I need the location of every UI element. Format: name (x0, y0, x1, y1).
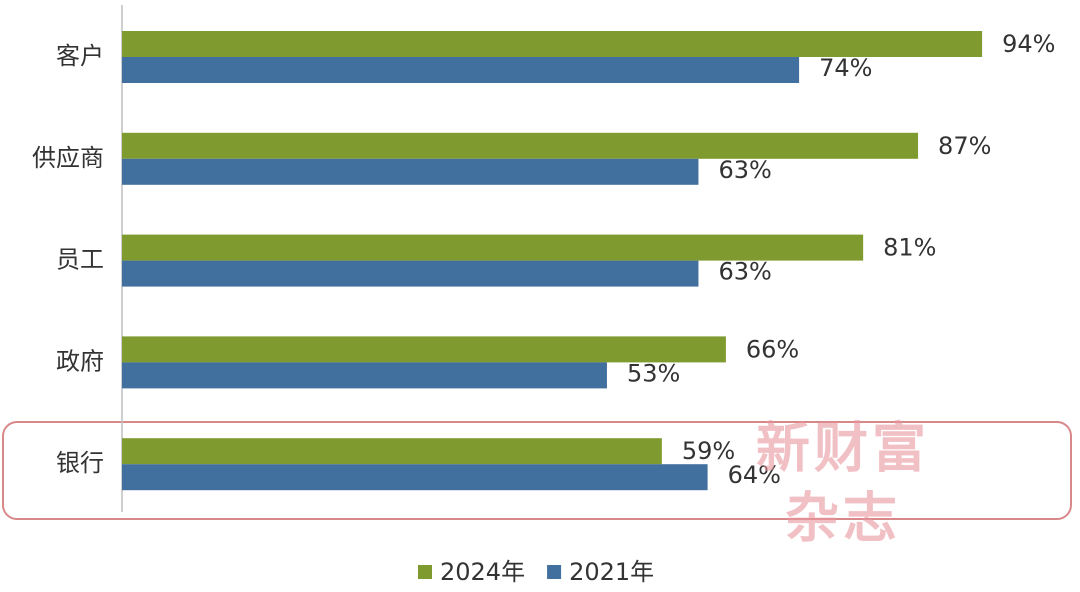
value-label: 64% (728, 461, 781, 489)
value-label: 81% (883, 234, 936, 262)
bar (122, 260, 699, 287)
bar (122, 336, 726, 363)
legend-swatch (418, 565, 432, 579)
bar (122, 464, 708, 491)
bar (122, 57, 800, 83)
value-label: 63% (718, 258, 771, 286)
y-tick-label: 员工 (56, 246, 104, 274)
bar (122, 438, 662, 465)
watermark: 新财富 (756, 417, 930, 480)
value-label: 94% (1002, 30, 1055, 58)
value-label: 87% (938, 132, 991, 160)
legend-label: 2021年 (569, 558, 654, 586)
y-tick-label: 政府 (56, 347, 104, 375)
watermark: 杂志 (785, 487, 901, 550)
value-label: 59% (682, 437, 735, 465)
value-label: 53% (627, 359, 680, 387)
legend-label: 2024年 (440, 558, 525, 586)
y-tick-label: 银行 (56, 449, 104, 477)
legend-swatch (547, 565, 562, 579)
bar (122, 132, 919, 159)
y-tick-label: 供应商 (32, 144, 104, 172)
y-tick-label: 客户 (56, 42, 104, 70)
value-label: 66% (746, 335, 799, 363)
bar (122, 31, 983, 57)
value-label: 63% (718, 156, 771, 184)
value-label: 74% (819, 54, 872, 82)
bar (122, 158, 699, 185)
bar (122, 234, 864, 261)
highlight-box (2, 421, 1072, 520)
bar (122, 362, 607, 389)
